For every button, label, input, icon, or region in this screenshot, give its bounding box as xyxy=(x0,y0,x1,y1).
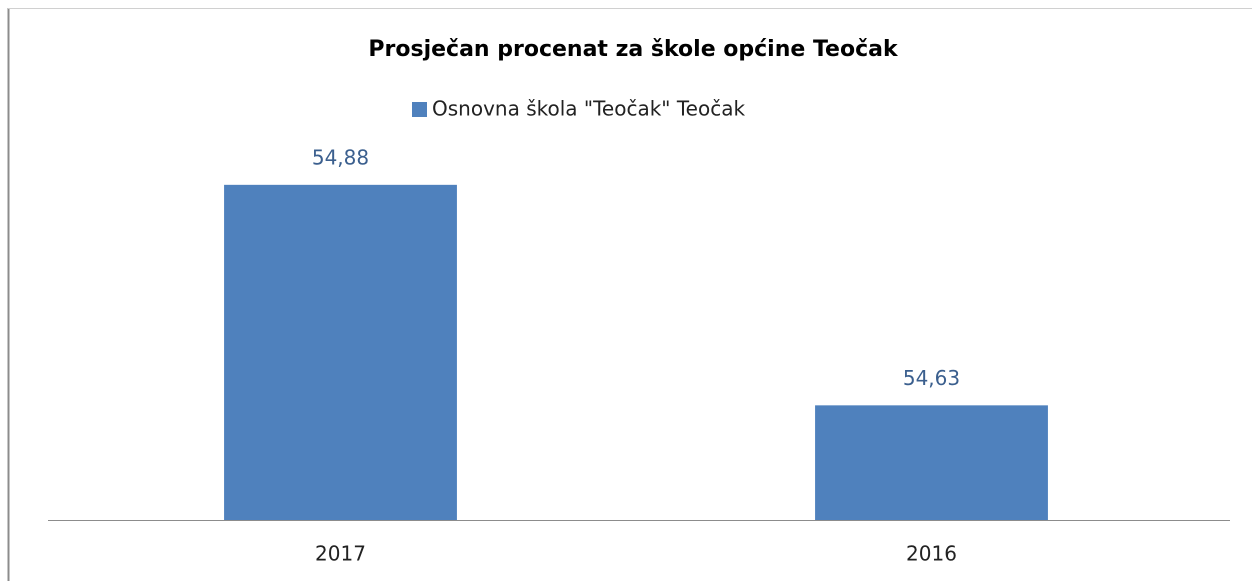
x-tick-label: 2016 xyxy=(906,542,957,566)
bar xyxy=(815,405,1048,520)
data-label: 54,63 xyxy=(903,366,960,390)
legend-label: Osnovna škola "Teočak" Teočak xyxy=(432,97,745,121)
bar xyxy=(224,184,457,520)
data-label: 54,88 xyxy=(312,145,369,169)
x-tick-label: 2017 xyxy=(315,542,366,566)
legend-swatch xyxy=(412,102,427,117)
chart-title: Prosječan procenat za škole općine Teoča… xyxy=(368,37,899,62)
